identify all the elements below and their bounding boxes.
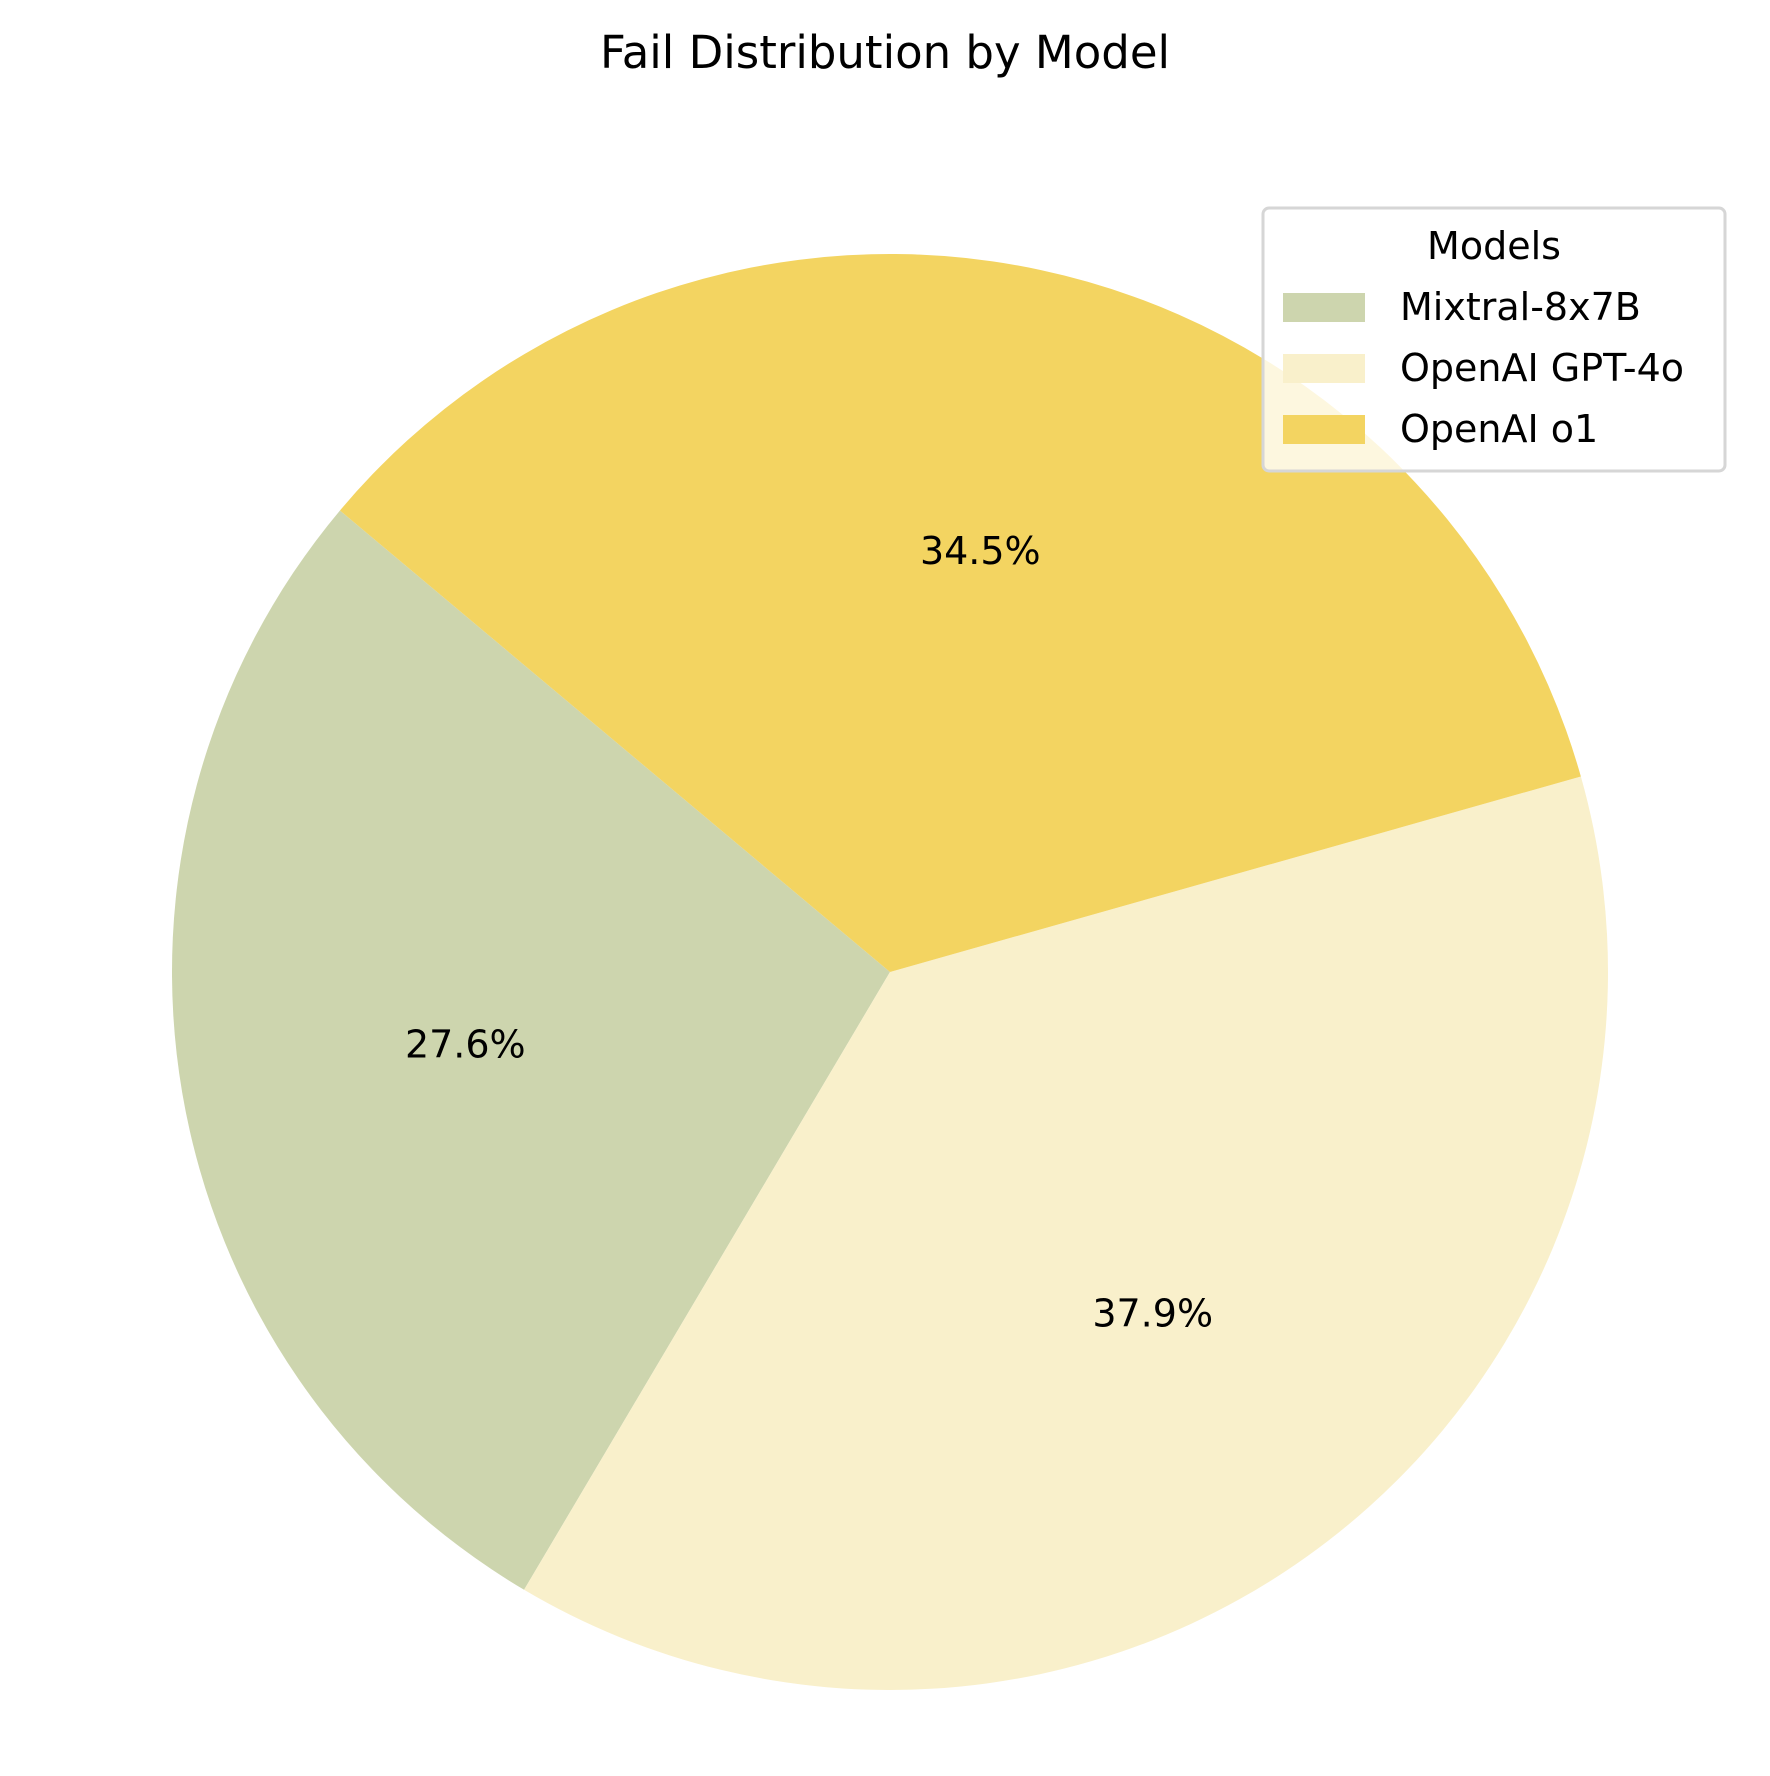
pie-slice-mixtral-8x7b (172, 510, 890, 1590)
legend-frame (1261, 206, 1727, 473)
pie-label-mixtral-8x7b: 27.6% (405, 1022, 526, 1066)
legend-label-openai-o1: OpenAI o1 (1400, 407, 1598, 451)
legend-swatch-openai-gpt-4o (1283, 354, 1365, 383)
legend-label-mixtral-8x7b: Mixtral-8x7B (1400, 285, 1641, 329)
legend-items: Mixtral-8x7B OpenAI GPT-4o OpenAI o1 (1283, 285, 1684, 451)
pie-label-openai-gpt-4o: 37.9% (1092, 1291, 1213, 1335)
legend-swatch-mixtral-8x7b (1283, 293, 1365, 322)
legend: Models Mixtral-8x7B OpenAI GPT-4o OpenAI o… (1261, 206, 1727, 473)
pie-labels: 27.6% 37.9% 34.5% (405, 529, 1213, 1336)
legend-label-openai-gpt-4o: OpenAI GPT-4o (1400, 346, 1684, 390)
pie-label-openai-o1: 34.5% (920, 529, 1041, 573)
legend-swatch-openai-o1 (1283, 415, 1365, 444)
legend-title: Models (1427, 224, 1561, 268)
chart-title: Fail Distribution by Model (600, 26, 1170, 79)
pie-slice-openai-gpt-4o (524, 776, 1608, 1690)
